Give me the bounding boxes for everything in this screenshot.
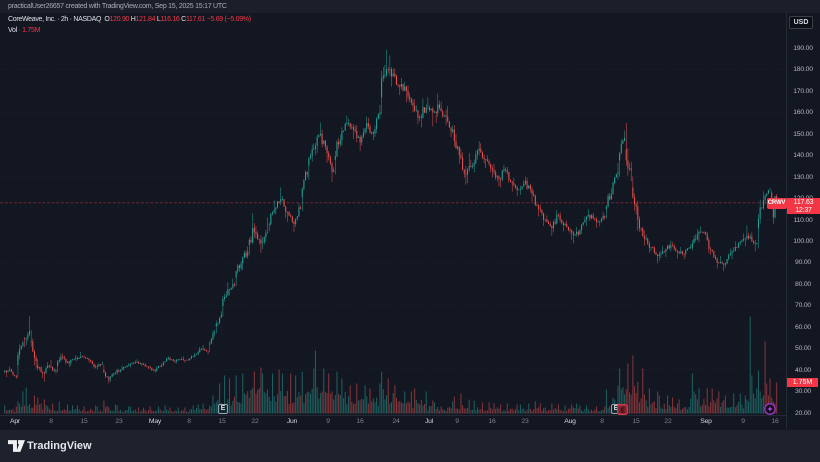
svg-text:E: E (620, 407, 625, 414)
